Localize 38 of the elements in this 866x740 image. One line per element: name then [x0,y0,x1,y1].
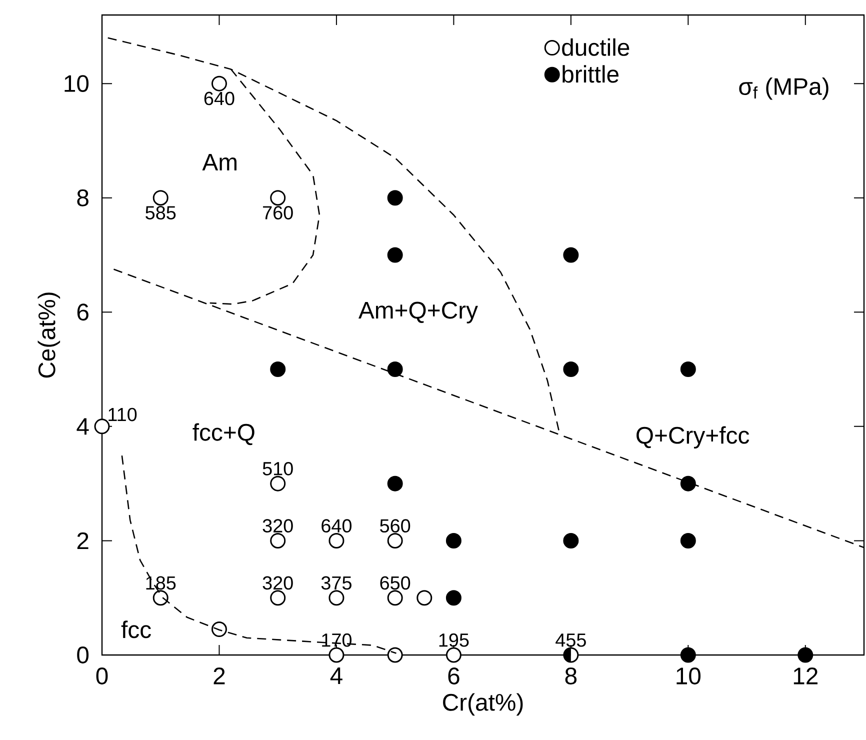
y-tick-label: 4 [76,418,89,435]
x-axis-title: Cr(at%) [443,693,523,716]
annotation: fcc [121,620,151,638]
annotation: 185 [146,576,176,590]
x-tick-label: 6 [448,668,460,684]
y-tick-label: 10 [64,75,89,92]
y-tick-label: 8 [77,189,88,206]
annotation: 760 [263,206,293,220]
annotation: 320 [262,576,293,590]
y-tick-label: 2 [77,532,88,550]
annotation: Q+Cry+fcc [636,426,750,449]
annotation: 640 [322,519,352,533]
annotation: 640 [204,92,234,106]
legend-label: ductile [562,38,630,56]
annotation: 650 [380,576,410,590]
annotation: 560 [380,519,410,533]
x-tick-label: 2 [214,668,225,684]
annotation: 170 [322,633,352,647]
annotation: σ$_{f}$ (MPa) [739,77,828,100]
y-axis-title: Ce(at%) [38,292,60,378]
annotation: 375 [321,576,352,590]
x-tick-label: 10 [676,668,701,684]
annotation: 195 [439,633,469,647]
annotation: 585 [146,206,176,220]
x-tick-label: 4 [330,668,342,684]
legend-label: brittle [562,65,619,83]
annotation: Am [202,154,236,170]
annotation: 110 [108,408,137,422]
x-tick-label: 12 [794,668,818,684]
y-tick-label: 6 [77,304,88,321]
x-tick-label: 8 [565,668,577,684]
annotation: 455 [556,634,586,647]
annotation: fcc+Q [192,423,254,446]
x-tick-label: 0 [96,668,108,684]
y-tick-label: 0 [77,646,89,664]
annotation: 320 [262,519,293,533]
annotation: 510 [262,462,293,476]
annotation: Am+Q+Cry [358,302,478,324]
